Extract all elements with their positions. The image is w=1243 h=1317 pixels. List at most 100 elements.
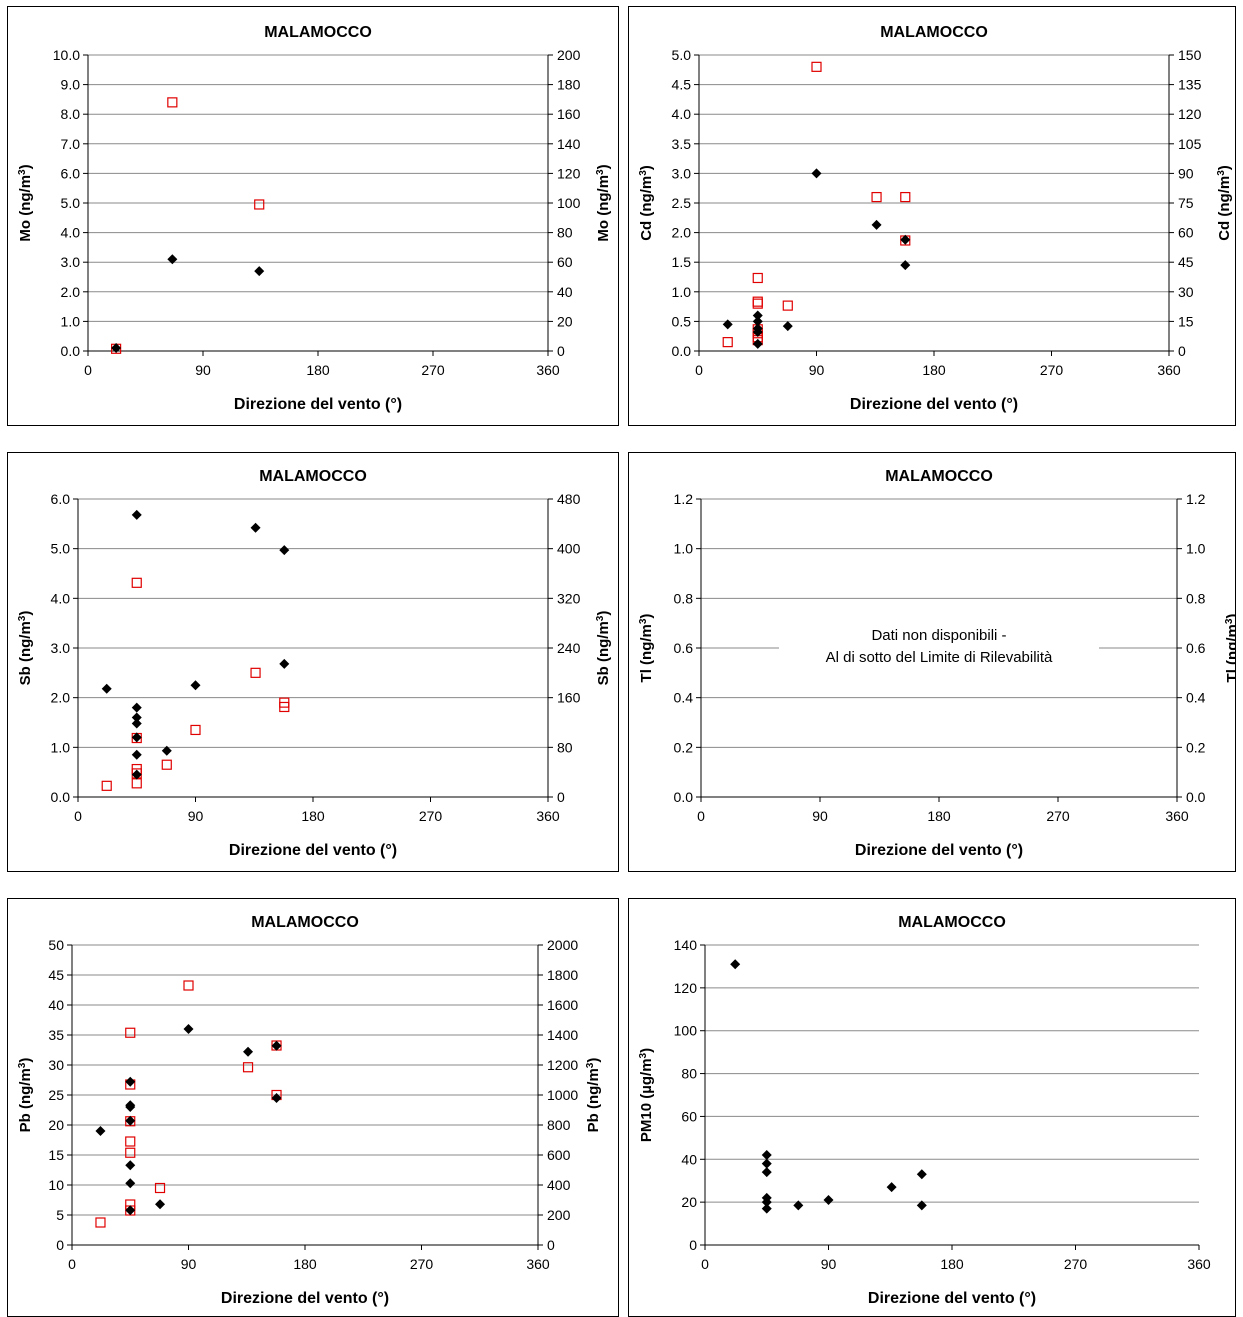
y-tick-label-right: 135 (1178, 77, 1202, 93)
y-tick-label-right: 100 (557, 195, 581, 211)
data-point-diamond (271, 1093, 282, 1103)
y-tick-label-right: 480 (557, 491, 581, 507)
y-tick-label-left: 45 (48, 967, 64, 983)
y-tick-label-right: 120 (1178, 106, 1202, 122)
x-tick-label: 90 (195, 362, 211, 378)
data-point-diamond (761, 1158, 772, 1169)
y-tick-label-left: 2.5 (672, 195, 692, 211)
data-point-diamond (161, 745, 172, 756)
x-axis-title: Direzione del vento (°) (234, 396, 402, 413)
y-tick-label-left: 25 (48, 1087, 64, 1103)
chart-panel-pm10: MALAMOCCO 0 20 40 60 80 100 120 140 0 90 180 270 360 D… (628, 898, 1236, 1317)
y-tick-label-right: 0 (1178, 343, 1186, 359)
y-tick-label-left: 4.5 (672, 77, 692, 93)
data-point-square (154, 1182, 166, 1194)
chart-panel-mo: MALAMOCCO 0.0 1.0 2.0 3.0 4.0 5.0 6.0 7.0 8.0 9.0 1… (7, 6, 619, 426)
y-tick-label-left: 1.0 (51, 739, 71, 755)
data-point-diamond (730, 959, 741, 970)
y-tick-label-left: 10.0 (53, 47, 80, 63)
y-tick-label-left: 40 (681, 1151, 697, 1167)
y-axis-title-right: Tl (ng/m3) (1224, 614, 1236, 683)
data-point-diamond (761, 1167, 772, 1178)
y-tick-label-right: 0.0 (1186, 789, 1206, 805)
y-tick-label-right: 800 (547, 1117, 571, 1133)
chart-panel-pb: MALAMOCCO 0 5 10 15 20 25 30 35 40 45 50 0 200 400 600 8… (7, 898, 619, 1317)
annotation-box (779, 618, 1099, 670)
y-tick-label-right: 90 (1178, 165, 1194, 181)
data-point-diamond (125, 1160, 136, 1171)
x-axis-title: Direzione del vento (°) (855, 842, 1023, 859)
y-axis-title-right: Sb (ng/m3) (595, 611, 613, 686)
data-point-square (782, 300, 793, 311)
x-axis-title: Direzione del vento (°) (850, 396, 1018, 413)
data-point-diamond (95, 1126, 106, 1136)
x-tick-label: 90 (809, 362, 825, 378)
data-point-diamond (900, 260, 911, 271)
data-point-square (752, 296, 763, 307)
x-tick-label: 270 (421, 362, 445, 378)
data-point-diamond (916, 1169, 927, 1180)
y-tick-label-left: 0.4 (674, 690, 694, 706)
y-tick-label-right: 0.4 (1186, 690, 1206, 706)
x-tick-label: 270 (1064, 1256, 1088, 1272)
data-point-diamond (823, 1195, 834, 1205)
y-tick-label-left: 1.0 (61, 313, 81, 329)
y-tick-label-left: 1.2 (674, 491, 694, 507)
y-tick-label-right: 1.0 (1186, 541, 1206, 557)
y-tick-label-right: 400 (557, 541, 581, 557)
data-point-square (752, 272, 763, 284)
chart-panel-tl: MALAMOCCO Dati non disponibili - Al di sot… (628, 452, 1236, 872)
x-axis-title: Direzione del vento (°) (229, 842, 397, 859)
y-tick-label-right: 60 (557, 254, 573, 270)
y-tick-label-left: 15 (48, 1147, 64, 1163)
y-tick-label-left: 4.0 (672, 106, 692, 122)
y-tick-label-right: 75 (1178, 195, 1194, 211)
data-point-diamond (871, 219, 882, 230)
y-axis-title-left: Pb (ng/m3) (17, 1058, 35, 1133)
y-tick-label-right: 30 (1178, 284, 1194, 300)
data-point-diamond (131, 712, 142, 723)
y-tick-label-right: 1200 (547, 1057, 578, 1073)
data-point-diamond (167, 254, 178, 265)
data-point-diamond (125, 1102, 136, 1112)
chart-mo: MALAMOCCO 0.0 1.0 2.0 3.0 4.0 5.0 6.0 7.0 8.0 9.0 1… (17, 24, 613, 413)
data-point-square (811, 61, 822, 72)
data-point-diamond (886, 1182, 897, 1193)
data-point-diamond (722, 319, 733, 330)
x-tick-label: 360 (526, 1256, 550, 1272)
x-tick-label: 360 (536, 808, 560, 824)
data-point-diamond (271, 1040, 282, 1051)
y-tick-label-right: 1.2 (1186, 491, 1206, 507)
y-axis-title-left: Tl (ng/m3) (638, 614, 656, 683)
y-tick-label-right: 0 (557, 343, 565, 359)
y-tick-label-right: 20 (557, 313, 573, 329)
chart-title: MALAMOCCO (898, 914, 1006, 931)
y-tick-label-left: 5.0 (672, 47, 692, 63)
data-point-diamond (131, 702, 142, 713)
y-tick-label-left: 3.0 (51, 640, 71, 656)
y-tick-label-right: 600 (547, 1147, 571, 1163)
chart-title: MALAMOCCO (264, 24, 372, 41)
x-tick-label: 180 (293, 1256, 317, 1272)
data-point-diamond (131, 769, 142, 780)
data-point-diamond (183, 1024, 194, 1034)
y-tick-label-left: 6.0 (61, 165, 81, 181)
y-tick-label-right: 2000 (547, 937, 578, 953)
chart-title: MALAMOCCO (259, 468, 367, 485)
data-point-diamond (131, 718, 142, 729)
data-point-diamond (916, 1200, 927, 1211)
chart-pm10: MALAMOCCO 0 20 40 60 80 100 120 140 0 90 180 270 360 D… (638, 914, 1211, 1307)
y-tick-label-right: 60 (1178, 225, 1194, 241)
y-tick-label-right: 0.6 (1186, 640, 1206, 656)
y-tick-label-right: 1800 (547, 967, 578, 983)
data-point-diamond (752, 316, 763, 327)
y-tick-label-right: 180 (557, 77, 581, 93)
y-tick-label-right: 160 (557, 690, 581, 706)
data-point-square (161, 759, 172, 770)
x-tick-label: 360 (1157, 362, 1181, 378)
y-tick-label-right: 120 (557, 165, 581, 181)
y-axis-title-right: Pb (ng/m3) (585, 1058, 603, 1133)
y-axis-title-left: Sb (ng/m3) (17, 611, 35, 686)
data-point-diamond (125, 1205, 136, 1216)
x-tick-label: 0 (695, 362, 703, 378)
